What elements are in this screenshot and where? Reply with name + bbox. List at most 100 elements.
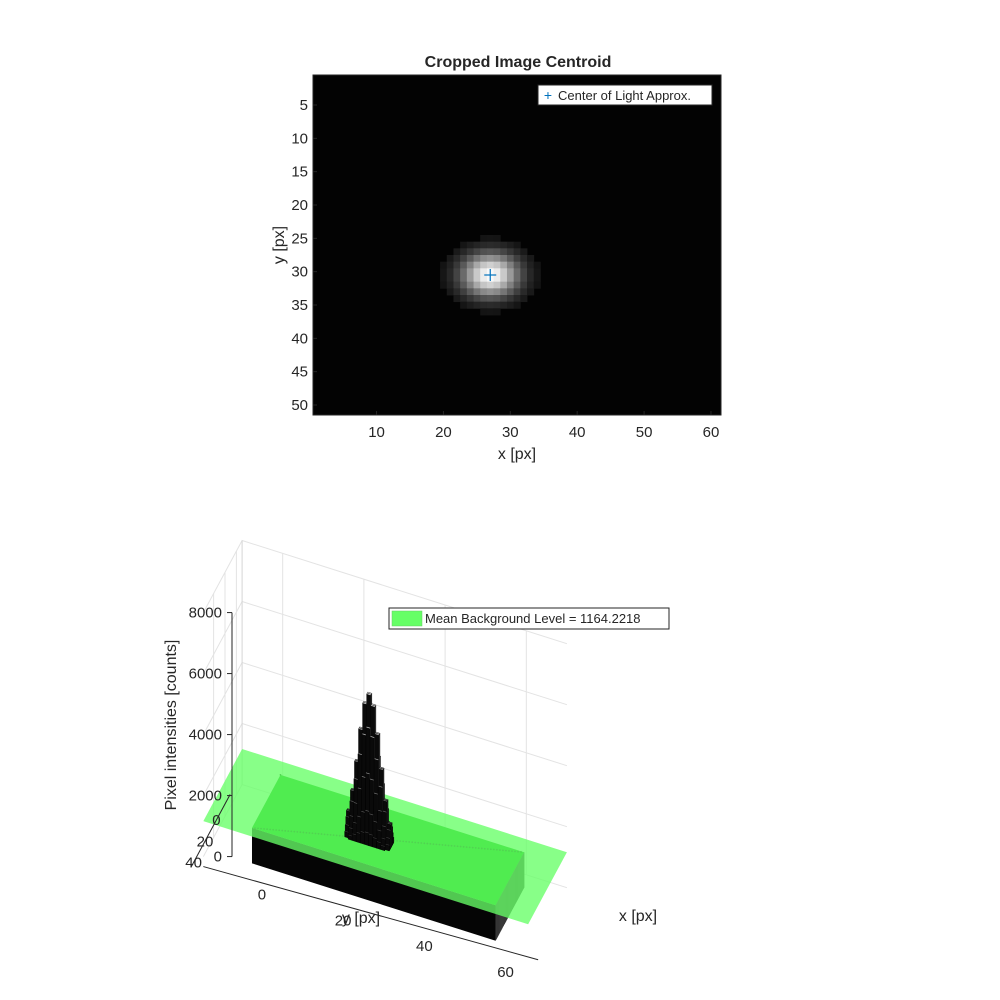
heatmap-cell: [460, 255, 468, 263]
heatmap-cell: [500, 261, 508, 269]
heatmap-cell: [520, 275, 528, 283]
heatmap-cell: [493, 295, 501, 303]
heatmap-cell: [480, 255, 488, 263]
heatmap-cell: [500, 268, 508, 276]
heatmap-cell: [453, 268, 461, 276]
peak-face-front: [368, 834, 373, 848]
heatmap-cell: [460, 281, 468, 289]
heatmap-cell: [527, 268, 535, 276]
surface-ztick-label: 2000: [189, 788, 222, 805]
peak-face-top: [377, 809, 383, 813]
heatmap-cell: [533, 275, 541, 283]
heatmap-cell: [480, 281, 488, 289]
peak-face-top: [368, 833, 374, 837]
peak-face-top: [384, 843, 391, 847]
surface-xlabel: x [px]: [619, 908, 657, 925]
centroid-marker: [484, 269, 497, 281]
heatmap-cell: [446, 261, 454, 269]
surface-ytick-label: 20: [197, 833, 214, 850]
heatmap-cell: [446, 288, 454, 296]
heatmap-cell: [466, 241, 474, 249]
heatmap-cell: [513, 295, 521, 303]
heatmap-cell: [527, 288, 535, 296]
surface-legend-box: [388, 607, 670, 630]
heatmap-cell: [493, 241, 501, 249]
heatmap-cell: [480, 241, 488, 249]
heatmap-ytick-label: 50: [291, 397, 308, 414]
surface-gridline-z: [202, 661, 568, 767]
heatmap-cell: [473, 295, 481, 303]
heatmap-cell: [520, 261, 528, 269]
heatmap-cell: [473, 288, 481, 296]
heatmap-cell: [527, 275, 535, 283]
heatmap-cell: [506, 288, 515, 296]
surface-ylabel: y [px]: [342, 910, 380, 927]
heatmap-cell: [466, 248, 474, 256]
peak-face-top: [385, 836, 391, 840]
surface-xtick-label: 0: [258, 886, 266, 903]
heatmap-cell: [486, 255, 494, 263]
heatmap-cell: [527, 281, 535, 289]
heatmap-cell: [527, 255, 535, 263]
peak-face-top: [366, 692, 372, 696]
heatmap-cell: [466, 255, 474, 263]
heatmap-cell: [480, 301, 488, 309]
heatmap-cell: [466, 261, 474, 269]
heatmap-cell: [480, 268, 488, 276]
heatmap-cell: [500, 275, 508, 283]
heatmap-cell: [440, 261, 448, 269]
heatmap-cell: [500, 255, 508, 263]
heatmap-cell: [466, 281, 474, 289]
surface-zlabel: Pixel intensities [counts]: [163, 640, 180, 811]
peak-face-top: [372, 836, 378, 840]
heatmap-spot: [440, 235, 541, 316]
heatmap-cell: [493, 281, 501, 289]
heatmap-cell: [520, 281, 528, 289]
heatmap-cell: [453, 288, 461, 296]
heatmap-cell: [446, 281, 454, 289]
heatmap-cell: [446, 268, 454, 276]
heatmap-cell: [446, 275, 454, 283]
surface-ztick-label: 8000: [189, 605, 222, 622]
heatmap-cell: [466, 301, 474, 309]
heatmap-cell: [486, 308, 494, 316]
surface-legend-label: Mean Background Level = 1164.2218: [425, 611, 641, 626]
heatmap-cell: [533, 281, 541, 289]
heatmap-cell: [453, 248, 461, 256]
heatmap-cell: [486, 301, 494, 309]
surface-ztick-label: 6000: [189, 666, 222, 683]
heatmap-cell: [493, 275, 501, 283]
heatmap-axes: Cropped Image Centroid 10 20 30 40 50 60 5101…: [271, 54, 722, 463]
surface-xaxis-line: [203, 866, 539, 961]
peak-face-front: [356, 832, 361, 844]
peak-face-top: [372, 820, 378, 824]
surface-ztick-label: 0: [214, 849, 222, 866]
peak-face-top: [377, 785, 384, 789]
heatmap-cell: [520, 295, 528, 303]
heatmap-cell: [486, 288, 494, 296]
heatmap-ytick-label: 40: [291, 330, 308, 347]
surface-body: [203, 691, 567, 941]
peak-face-top: [376, 840, 382, 844]
heatmap-cell: [460, 295, 468, 303]
surface-front-face: [251, 827, 496, 941]
surface-xtick-label: 20: [335, 912, 352, 929]
heatmap-legend-box: [537, 84, 713, 106]
peak-face-top: [364, 809, 370, 813]
heatmap-xtick-label: 50: [636, 424, 653, 441]
heatmap-cell: [493, 235, 501, 243]
heatmap-xtick-label: 60: [703, 424, 720, 441]
heatmap-cell: [473, 281, 481, 289]
heatmap-xlabel: x [px]: [498, 446, 536, 463]
surface-yaxis-line: [190, 794, 231, 867]
peak-face-top: [380, 837, 387, 840]
heatmap-ylabel: y [px]: [271, 226, 288, 264]
heatmap-cell: [513, 261, 521, 269]
heatmap-ytick-label: 35: [291, 297, 308, 314]
heatmap-cell: [500, 288, 508, 296]
heatmap-cell: [486, 295, 494, 303]
heatmap-cell: [500, 281, 508, 289]
surface-ytick-label: 0: [212, 812, 220, 829]
heatmap-legend-marker: +: [544, 87, 552, 103]
